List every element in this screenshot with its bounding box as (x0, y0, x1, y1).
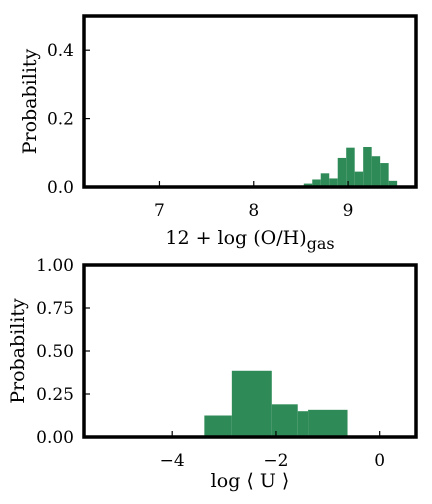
x-tick-label: 7 (154, 201, 165, 221)
y-tick-label: 1.00 (36, 256, 74, 276)
y-tick-label: 0.4 (47, 41, 74, 61)
histogram-bar (297, 411, 309, 437)
histogram-bar (371, 156, 381, 187)
x-tick-label: 8 (248, 201, 259, 221)
histogram-bar (388, 180, 398, 187)
y-axis-label: Probability (7, 298, 29, 404)
chart-panel-1: 0.0 0.2 0.4 7 8 9 Probability 12 + log (O/H)gas (19, 14, 418, 253)
x-axis-label: log ⟨ U ⟩ (211, 470, 290, 492)
histogram-bar (380, 163, 389, 187)
histogram-bar (363, 146, 372, 187)
y-tick-label: 0.50 (36, 342, 74, 362)
y-tick-label: 0.2 (47, 110, 74, 130)
chart-panel-2: 0.00 0.25 0.50 0.75 1.00 −4 −2 0 Probability log … (7, 256, 418, 492)
y-tick-label: 0.75 (36, 299, 74, 319)
y-tick-label: 0.00 (36, 428, 74, 448)
histogram-bar (312, 179, 321, 187)
histogram-bar (308, 409, 348, 437)
histogram-bar (231, 370, 272, 437)
histogram-bar (329, 178, 338, 187)
histogram-bar (346, 147, 355, 187)
x-tick-label: 0 (374, 451, 385, 471)
histogram-bar (337, 157, 347, 187)
histogram-bar (204, 415, 232, 437)
histogram-bar (320, 173, 330, 187)
histogram-bar (354, 171, 364, 187)
y-tick-label: 0.25 (36, 385, 74, 405)
x-axis-label: 12 + log (O/H)gas (165, 227, 334, 253)
y-tick-label: 0.0 (47, 178, 74, 198)
y-axis-label: Probability (19, 48, 41, 154)
x-tick-label: −2 (263, 451, 288, 471)
axes-frame (82, 14, 418, 189)
x-tick-label: −4 (160, 451, 185, 471)
x-tick-label: 9 (343, 201, 354, 221)
